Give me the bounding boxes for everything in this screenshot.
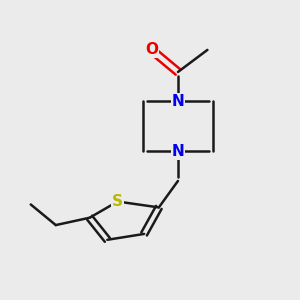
- Text: O: O: [145, 42, 158, 57]
- Text: S: S: [112, 194, 123, 209]
- Text: N: N: [172, 144, 184, 159]
- Text: N: N: [172, 94, 184, 109]
